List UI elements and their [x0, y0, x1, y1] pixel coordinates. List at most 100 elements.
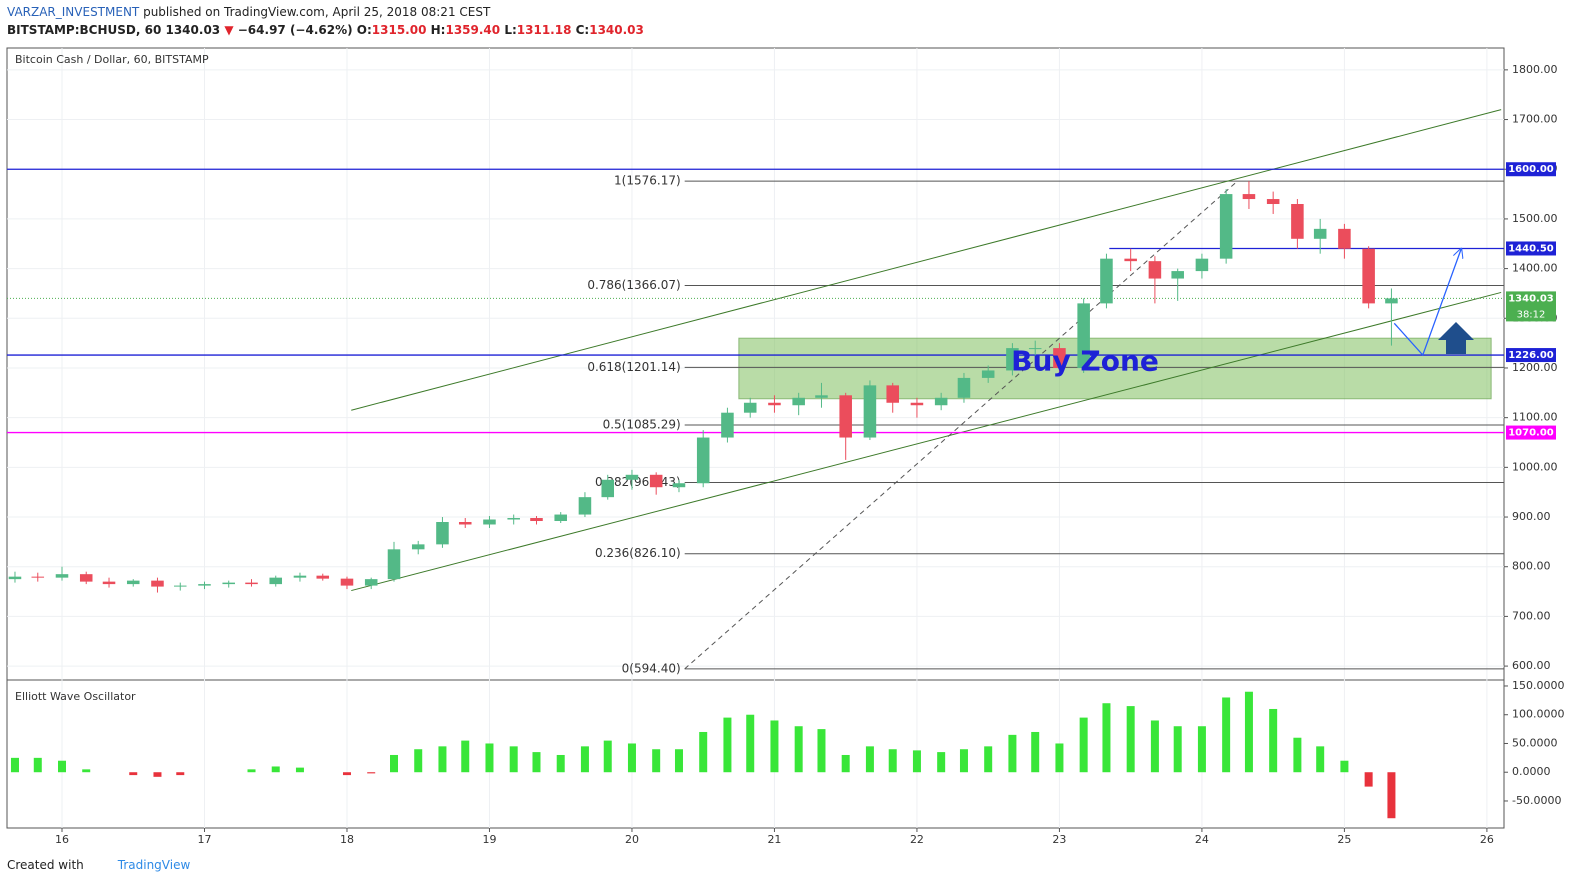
osc-bar	[485, 743, 494, 773]
brand[interactable]: TradingView	[117, 858, 191, 872]
osc-bar	[556, 754, 565, 773]
y-tick-label: 1500.00	[1512, 212, 1558, 225]
candle-body	[768, 402, 781, 406]
candle-body	[625, 474, 639, 480]
candle-body	[126, 580, 140, 585]
osc-bar	[82, 769, 91, 773]
osc-bar	[1340, 760, 1349, 773]
open: 1315.00	[371, 23, 427, 37]
x-tick-label: 24	[1195, 833, 1209, 846]
candle-body	[839, 395, 852, 438]
candle-body	[293, 575, 307, 578]
y-tick-label: 1700.00	[1512, 113, 1558, 126]
candle-body	[1028, 348, 1042, 350]
y-tick-label: 900.00	[1512, 510, 1551, 523]
candle-body	[1291, 204, 1304, 239]
level-tag-label: 1600.00	[1508, 164, 1554, 175]
osc-bar	[1173, 726, 1182, 773]
candle-body	[1077, 303, 1090, 368]
candle-body	[1124, 258, 1137, 262]
published: published on TradingView.com, April 25, …	[139, 5, 491, 19]
x-tick-label: 17	[197, 833, 211, 846]
candle-body	[364, 579, 378, 586]
candle-body	[222, 582, 235, 585]
osc-bar	[1364, 772, 1373, 787]
osc-bar	[414, 749, 423, 773]
candle-body	[269, 577, 283, 585]
header-line: VARZAR_INVESTMENT published on TradingVi…	[7, 3, 644, 21]
osc-bar	[865, 746, 874, 773]
candle-body	[743, 402, 757, 413]
y-tick-label: 150.0000	[1512, 679, 1565, 692]
osc-bar	[652, 749, 661, 773]
candle-body	[601, 479, 615, 498]
y-tick-label: 100.0000	[1512, 708, 1565, 721]
osc-bar	[937, 752, 946, 773]
change: −64.97 (−4.62%)	[237, 23, 353, 37]
osc-bar	[841, 754, 850, 773]
c-label: C:	[575, 23, 590, 37]
osc-bar	[10, 757, 19, 773]
candle-body	[886, 385, 899, 403]
fib-label: 1(1576.17)	[614, 174, 681, 188]
fib-label: 0(594.40)	[622, 661, 681, 675]
candle-body	[530, 518, 543, 522]
osc-bar	[984, 746, 993, 773]
candle-body	[910, 402, 924, 406]
y-tick-label: 50.0000	[1512, 736, 1558, 749]
candle-body	[31, 576, 45, 578]
last-price-label: 1340.03	[1508, 293, 1554, 304]
level-tag-label: 1226.00	[1508, 350, 1554, 361]
osc-bar	[699, 731, 708, 773]
trendline	[684, 180, 1238, 670]
candle-body	[316, 575, 330, 579]
header: VARZAR_INVESTMENT published on TradingVi…	[7, 3, 644, 39]
candle-body	[934, 397, 948, 406]
osc-bar	[1222, 697, 1231, 773]
low: 1311.18	[516, 23, 572, 37]
plot: 16 17 18 19 20 21 22 23 24 25 26 600.00 700.00 800.00…	[7, 48, 1565, 846]
osc-bar	[1079, 717, 1088, 773]
author[interactable]: VARZAR_INVESTMENT	[7, 5, 140, 19]
osc-bar	[1316, 746, 1325, 773]
osc-bar	[532, 752, 541, 773]
osc-bar	[390, 754, 399, 773]
osc-bar	[271, 766, 280, 773]
y-tick-label: 1000.00	[1512, 460, 1558, 473]
x-tick-label: 21	[767, 833, 781, 846]
candle-body	[436, 522, 449, 545]
candle-body	[411, 544, 425, 550]
candle-body	[8, 576, 22, 580]
osc-bar	[770, 720, 779, 773]
y-tick-label: -50.0000	[1512, 794, 1561, 807]
last-price-tag	[1506, 291, 1556, 322]
zone-label: Buy Zone	[1011, 344, 1159, 377]
candle-body	[1100, 258, 1113, 304]
candle-body	[1148, 261, 1162, 279]
candle-body	[721, 412, 734, 438]
candle-body	[102, 581, 116, 585]
candle-body	[79, 574, 93, 582]
level-tag	[1506, 348, 1556, 363]
fib-label: 0.786(1366.07)	[587, 278, 680, 292]
trendline	[351, 291, 1502, 592]
candle-body	[981, 370, 995, 378]
x-tick-label: 19	[482, 833, 496, 846]
level-tag	[1506, 425, 1556, 440]
candle-body	[1219, 194, 1233, 259]
footer: Created with TradingView	[7, 858, 190, 872]
osc-bar	[1126, 706, 1135, 773]
pane-title: Bitcoin Cash / Dollar, 60, BITSTAMP	[15, 53, 209, 66]
y-tick-label: 600.00	[1512, 659, 1551, 672]
candle-body	[458, 522, 472, 525]
x-tick-label: 23	[1052, 833, 1066, 846]
osc-bar	[1055, 743, 1064, 773]
osc-bar	[176, 772, 185, 776]
candle-body	[1006, 348, 1019, 371]
osc-bar	[1150, 720, 1159, 773]
osc-bar	[1244, 691, 1253, 773]
candle-body	[1313, 228, 1327, 239]
last: 1340.03	[165, 23, 221, 37]
